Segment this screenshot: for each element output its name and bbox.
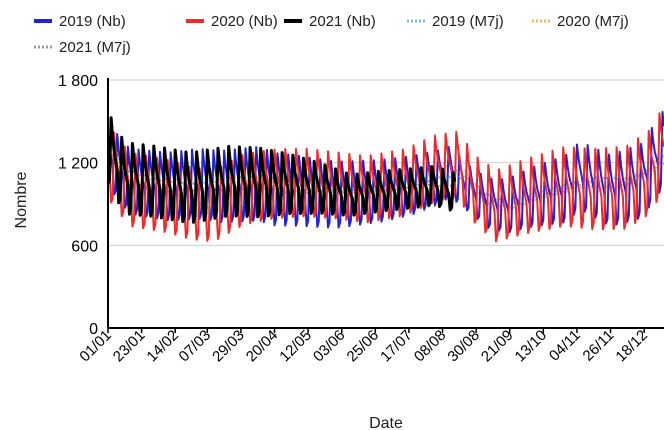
x-tick-label: 30/08	[444, 327, 483, 366]
x-tick-label: 20/04	[243, 327, 282, 366]
legend-item: 2020 (M7j)	[532, 13, 629, 30]
y-tick-label: 600	[71, 238, 98, 255]
legend-item: 2019 (M7j)	[407, 13, 504, 30]
legend-label: 2019 (M7j)	[432, 13, 504, 30]
x-tick-label: 08/08	[411, 327, 450, 366]
legend-label: 2021 (Nb)	[309, 13, 376, 30]
x-tick-label: 17/07	[377, 327, 416, 366]
plot-area	[106, 110, 664, 243]
legend-item: 2021 (Nb)	[284, 13, 376, 30]
y-tick-label: 1 800	[58, 73, 98, 90]
x-tick-label: 03/06	[310, 327, 349, 366]
x-axis-title: Date	[369, 415, 403, 430]
legend-label: 2019 (Nb)	[59, 13, 126, 30]
y-tick-label: 1 200	[58, 156, 98, 173]
y-tick-label: 0	[89, 321, 98, 338]
x-tick-label: 21/09	[478, 327, 517, 366]
legend: 2019 (Nb) 2020 (Nb) 2021 (Nb) 2019 (M7j) 202…	[34, 13, 629, 56]
x-tick-label: 29/03	[209, 327, 248, 366]
series-line	[106, 116, 457, 224]
legend-item: 2020 (Nb)	[186, 13, 278, 30]
x-tick-label: 25/06	[344, 327, 383, 366]
legend-label: 2021 (M7j)	[59, 39, 131, 56]
legend-item: 2019 (Nb)	[34, 13, 126, 30]
x-tick-label: 07/03	[176, 327, 215, 366]
x-tick-label: 14/02	[143, 327, 182, 366]
x-tick-label: 12/05	[276, 327, 315, 366]
x-tick-label: 04/11	[546, 327, 584, 365]
series-line	[107, 110, 664, 233]
y-axis-tick-labels: 0 600 1 200 1 800	[58, 73, 98, 338]
legend-label: 2020 (M7j)	[557, 13, 629, 30]
y-axis-title: Nombre	[13, 171, 30, 228]
x-tick-label: 26/11	[580, 327, 618, 365]
x-tick-label: 13/10	[512, 327, 551, 366]
x-axis-tick-labels: 01/0123/0114/0207/0329/0320/0412/0503/06…	[76, 327, 651, 366]
x-tick-label: 23/01	[110, 327, 149, 366]
legend-label: 2020 (Nb)	[211, 13, 278, 30]
x-tick-label: 18/12	[612, 327, 651, 366]
legend-item: 2021 (M7j)	[34, 39, 131, 56]
gridlines	[108, 79, 664, 246]
axes	[107, 78, 664, 333]
